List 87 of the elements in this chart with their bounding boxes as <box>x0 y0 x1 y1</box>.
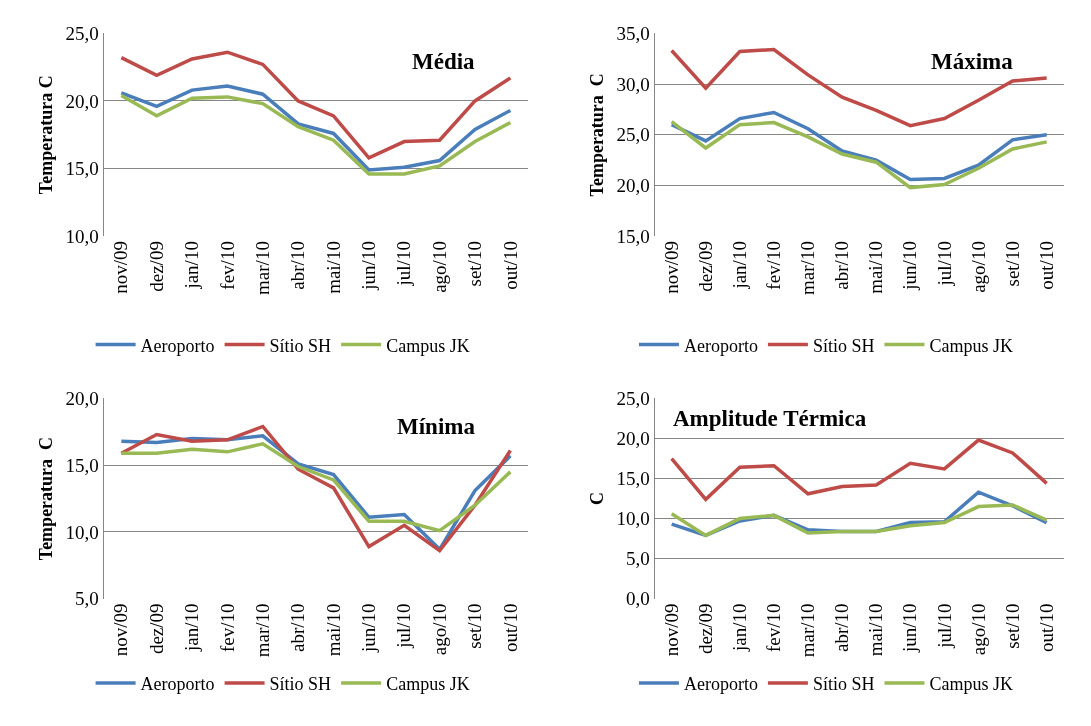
y-axis-title: Temperatura C <box>586 73 607 197</box>
y-tick-label: 10,0 <box>65 521 99 543</box>
y-tick-label: 5,0 <box>75 588 99 610</box>
x-tick-label: out/10 <box>499 241 521 290</box>
x-tick-label: out/10 <box>499 603 521 653</box>
y-axis-title: Temperatura C <box>35 436 56 561</box>
x-tick-label: jul/10 <box>933 241 955 287</box>
x-tick-label: dez/09 <box>694 603 716 655</box>
x-tick-label: fev/10 <box>763 603 785 653</box>
x-tick-label: abr/10 <box>831 603 853 653</box>
x-tick-label: jun/10 <box>358 603 380 654</box>
legend-label: Campus JK <box>929 673 1013 694</box>
y-tick-label: 25,0 <box>616 124 650 146</box>
x-tick-label: jan/10 <box>729 603 751 652</box>
y-tick-label: 10,0 <box>616 508 650 530</box>
x-tick-label: mar/10 <box>251 241 273 295</box>
x-tick-label: ago/10 <box>967 241 989 293</box>
text: Máxima <box>931 49 1014 74</box>
x-tick-label: fev/10 <box>216 241 238 290</box>
legend-label: Sítio SH <box>812 335 875 356</box>
y-tick-label: 20,0 <box>65 90 99 112</box>
y-tick-label: 15,0 <box>616 225 650 247</box>
legend-label: Campus JK <box>386 673 470 694</box>
x-tick-label: mai/10 <box>322 241 344 294</box>
x-tick-label: set/10 <box>1001 241 1023 287</box>
x-tick-label: ago/10 <box>428 241 450 293</box>
x-tick-label: jan/10 <box>181 603 203 652</box>
y-tick-label: 20,0 <box>616 428 650 450</box>
y-tick-label: 10,0 <box>65 225 99 247</box>
legend-label: Aeroporto <box>683 335 758 356</box>
legend-label: Campus JK <box>386 335 470 356</box>
legend-label: Aeroporto <box>140 673 215 694</box>
legend-label: Campus JK <box>929 335 1013 356</box>
x-tick-label: jul/10 <box>393 603 415 649</box>
x-tick-label: nov/09 <box>660 241 682 294</box>
x-tick-label: ago/10 <box>428 603 450 656</box>
x-tick-label: mar/10 <box>797 603 819 658</box>
x-tick-label: mai/10 <box>865 603 887 657</box>
x-tick-label: dez/09 <box>694 241 716 292</box>
y-tick-label: 20,0 <box>65 388 99 410</box>
x-tick-label: jun/10 <box>358 241 380 291</box>
x-tick-label: mar/10 <box>251 603 273 658</box>
x-tick-label: jan/10 <box>181 241 203 290</box>
y-tick-label: 30,0 <box>616 73 650 95</box>
x-tick-label: set/10 <box>464 603 486 649</box>
text: Média <box>412 49 476 74</box>
chart-title: Amplitude Térmica <box>673 406 867 431</box>
legend-label: Sítio SH <box>812 673 875 694</box>
legend-label: Aeroporto <box>683 673 758 694</box>
text: Mínima <box>397 414 476 439</box>
x-tick-label: nov/09 <box>110 241 132 294</box>
x-tick-label: jun/10 <box>899 603 921 654</box>
legend-label: Sítio SH <box>269 673 332 694</box>
x-tick-label: abr/10 <box>287 603 309 653</box>
y-axis-title: C <box>586 492 607 506</box>
y-tick-label: 20,0 <box>616 175 650 197</box>
y-tick-label: 15,0 <box>65 158 99 180</box>
x-tick-label: set/10 <box>464 241 486 287</box>
y-tick-label: 35,0 <box>616 22 650 44</box>
x-tick-label: nov/09 <box>660 603 682 657</box>
x-tick-label: mai/10 <box>322 603 344 657</box>
x-tick-label: jul/10 <box>393 241 415 287</box>
x-tick-label: mar/10 <box>797 241 819 295</box>
x-tick-label: nov/09 <box>110 603 132 657</box>
y-tick-label: 15,0 <box>65 454 99 476</box>
y-axis-title: Temperatura C <box>35 75 56 195</box>
x-tick-label: abr/10 <box>831 241 853 290</box>
x-tick-label: mai/10 <box>865 241 887 294</box>
x-tick-label: jul/10 <box>933 603 955 649</box>
x-tick-label: fev/10 <box>763 241 785 290</box>
y-tick-label: 15,0 <box>616 468 650 490</box>
x-tick-label: dez/09 <box>145 603 167 655</box>
x-tick-label: out/10 <box>1035 241 1057 290</box>
x-tick-label: out/10 <box>1035 603 1057 653</box>
x-tick-label: jun/10 <box>899 241 921 291</box>
legend-label: Sítio SH <box>269 335 332 356</box>
y-tick-label: 5,0 <box>626 548 650 570</box>
x-tick-label: dez/09 <box>145 241 167 292</box>
x-tick-label: fev/10 <box>216 603 238 653</box>
x-tick-label: jan/10 <box>729 241 751 290</box>
y-tick-label: 25,0 <box>616 388 650 410</box>
y-tick-label: 25,0 <box>65 22 99 44</box>
x-tick-label: abr/10 <box>287 241 309 290</box>
x-tick-label: set/10 <box>1001 603 1023 649</box>
legend-label: Aeroporto <box>140 335 215 356</box>
y-tick-label: 0,0 <box>626 588 650 610</box>
x-tick-label: ago/10 <box>967 603 989 656</box>
